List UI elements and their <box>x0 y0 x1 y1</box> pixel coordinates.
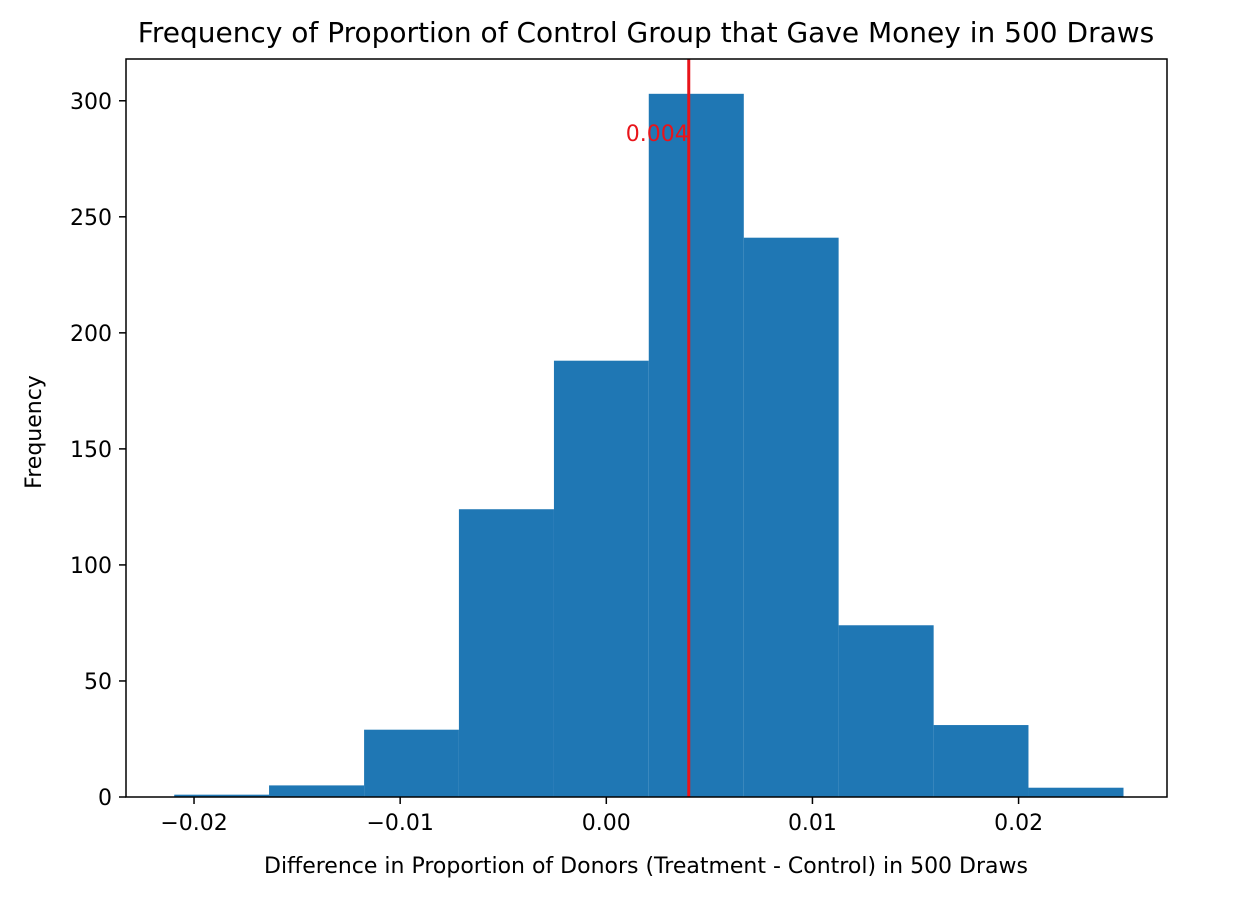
x-axis: −0.02 −0.01 0.00 0.01 0.02 <box>160 797 1043 836</box>
y-tick-label: 250 <box>70 206 112 231</box>
chart-title: Frequency of Proportion of Control Group… <box>138 16 1155 49</box>
y-tick-label: 300 <box>70 90 112 115</box>
y-tick-label: 50 <box>84 670 112 695</box>
x-tick-label: −0.01 <box>366 811 433 836</box>
histogram-bar-3 <box>364 729 459 797</box>
histogram-bar-2 <box>269 785 365 797</box>
histogram-bar-6 <box>648 93 744 797</box>
y-tick-label: 0 <box>98 786 112 811</box>
histogram-bar-10 <box>1028 787 1124 797</box>
x-tick-label: −0.02 <box>160 811 227 836</box>
histogram-bar-5 <box>553 360 649 797</box>
y-axis-label: Frequency <box>22 375 47 489</box>
bars-group <box>174 93 1124 797</box>
histogram-bar-4 <box>458 509 554 797</box>
x-tick-label: 0.01 <box>788 811 837 836</box>
histogram-bar-1 <box>174 794 270 797</box>
y-tick-label: 150 <box>70 438 112 463</box>
y-tick-label: 100 <box>70 554 112 579</box>
plot-frame <box>125 58 1168 798</box>
histogram-bar-8 <box>838 625 934 797</box>
x-tick-label: 0.00 <box>582 811 631 836</box>
reference-line-label: 0.004 <box>626 122 689 147</box>
histogram-bar-9 <box>933 725 1029 797</box>
histogram-bar-7 <box>743 237 839 797</box>
x-axis-label: Difference in Proportion of Donors (Trea… <box>264 854 1028 879</box>
y-tick-label: 200 <box>70 322 112 347</box>
x-tick-label: 0.02 <box>994 811 1043 836</box>
y-axis: 0 50 100 150 200 250 300 <box>70 90 126 811</box>
